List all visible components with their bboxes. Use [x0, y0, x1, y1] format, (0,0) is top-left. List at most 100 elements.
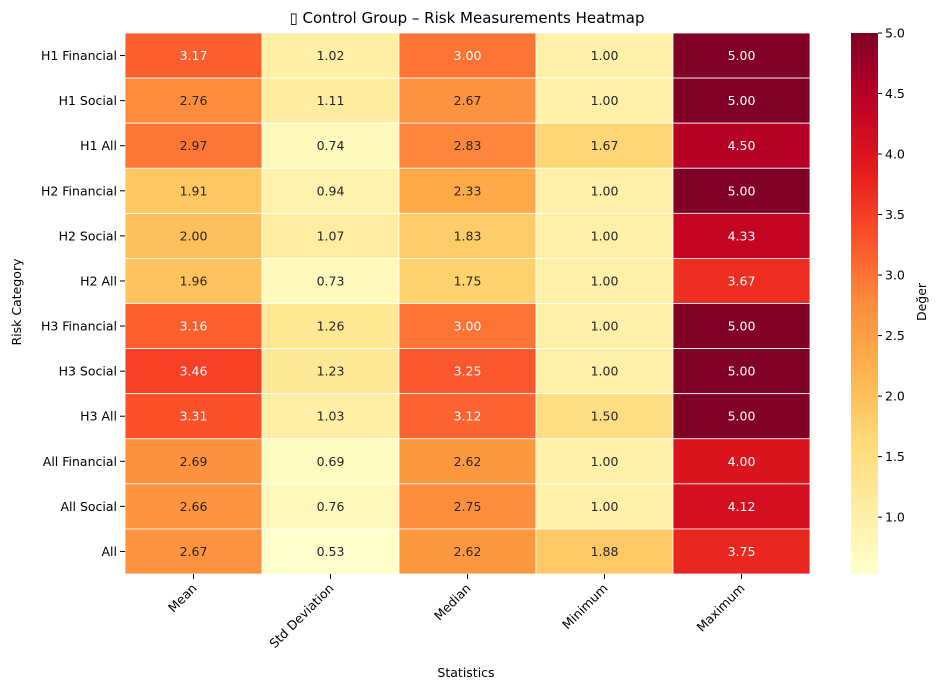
cell-value-label: 5.00 [728, 364, 756, 379]
colorbar-gradient [851, 33, 878, 574]
cell-value-label: 3.00 [454, 319, 482, 334]
heatmap-cell [672, 483, 811, 530]
heatmap-cell [672, 438, 811, 485]
cell-value-label: 0.73 [317, 273, 345, 288]
colorbar-tick-label: 3.5 [885, 207, 905, 222]
heatmap-cell [398, 77, 537, 124]
cell-value-label: 3.75 [728, 544, 756, 559]
heatmap-cell [672, 393, 811, 440]
heatmap-cell [124, 212, 263, 259]
cell-value-label: 1.23 [317, 364, 345, 379]
cell-value-label: 5.00 [728, 48, 756, 63]
y-tick-label: All Social [60, 499, 117, 514]
heatmap-cell [535, 348, 674, 395]
cell-value-label: 1.91 [180, 183, 208, 198]
y-axis-label: Risk Category [9, 258, 24, 346]
heatmap-cell [672, 303, 811, 349]
cell-value-label: 1.00 [591, 319, 619, 334]
cell-value-label: 1.00 [591, 93, 619, 108]
heatmap-cell [124, 483, 263, 530]
heatmap-cell [261, 167, 400, 214]
cell-value-label: 5.00 [728, 93, 756, 108]
x-axis-ticks: Mean Std Deviation Median Minimum Maximum [165, 574, 748, 651]
cell-value-label: 1.96 [180, 273, 208, 288]
cell-value-label: 1.00 [591, 48, 619, 63]
heatmap-cell [398, 212, 537, 259]
cell-value-label: 2.00 [180, 228, 208, 243]
x-tick-label: Mean [165, 581, 200, 616]
cell-value-label: 3.67 [728, 273, 756, 288]
cell-value-label: 5.00 [728, 183, 756, 198]
heatmap-cell [535, 438, 674, 485]
heatmap-cell [535, 32, 674, 79]
cell-value-label: 1.11 [317, 93, 345, 108]
y-tick-label: H2 Social [59, 228, 117, 243]
heatmap-cell [672, 258, 811, 304]
cell-value-label: 5.00 [728, 319, 756, 334]
cell-value-label: 3.25 [454, 364, 482, 379]
heatmap-cell [398, 32, 537, 79]
cell-value-label: 0.76 [317, 499, 345, 514]
cell-value-label: 3.17 [180, 48, 208, 63]
cell-value-label: 2.62 [454, 454, 482, 469]
cell-value-label: 4.12 [728, 499, 756, 514]
cell-value-label: 1.26 [317, 319, 345, 334]
cell-value-label: 1.00 [591, 228, 619, 243]
heatmap-cell [124, 438, 263, 485]
colorbar-tick-label: 3.0 [885, 268, 905, 283]
x-axis-label: Statistics [437, 665, 494, 680]
cell-value-label: 2.67 [454, 93, 482, 108]
y-tick-label: H1 Financial [41, 48, 117, 63]
heatmap-cell [672, 122, 811, 169]
heatmap-cell [261, 348, 400, 395]
cell-value-label: 1.00 [591, 183, 619, 198]
colorbar-tick-label: 4.0 [885, 147, 905, 162]
heatmap-cell [124, 303, 263, 349]
heatmap-cell [672, 32, 811, 79]
cell-value-label: 0.53 [317, 544, 345, 559]
heatmap-cell [398, 348, 537, 395]
cell-value-label: 1.03 [317, 409, 345, 424]
cell-value-label: 1.07 [317, 228, 345, 243]
cell-value-label: 1.00 [591, 273, 619, 288]
heatmap-cell [672, 212, 811, 259]
colorbar-tick-label: 2.5 [885, 328, 905, 343]
cell-value-label: 1.00 [591, 454, 619, 469]
cell-value-label: 1.75 [454, 273, 482, 288]
heatmap-cell [261, 528, 400, 575]
heatmap-cell [398, 438, 537, 485]
cell-value-label: 3.46 [180, 364, 208, 379]
cell-value-label: 1.88 [591, 544, 619, 559]
y-axis-ticks: H1 Financial H1 Social H1 All H2 Financial H… [41, 48, 125, 559]
heatmap-cell [398, 393, 537, 440]
x-tick-label: Std Deviation [266, 581, 336, 651]
cell-value-label: 1.00 [591, 499, 619, 514]
y-tick-label: H2 All [80, 273, 117, 288]
heatmap-cell [124, 77, 263, 124]
heatmap-cell [535, 528, 674, 575]
cell-value-label: 2.97 [180, 138, 208, 153]
heatmap-cell [398, 122, 537, 169]
y-tick-label: H3 All [80, 409, 117, 424]
heatmap-cell [672, 167, 811, 214]
cell-value-label: 1.02 [317, 48, 345, 63]
cell-value-label: 2.75 [454, 499, 482, 514]
x-tick-label: Maximum [693, 581, 747, 635]
cell-value-label: 0.69 [317, 454, 345, 469]
cell-value-label: 2.62 [454, 544, 482, 559]
cell-value-label: 5.00 [728, 409, 756, 424]
colorbar-tick-label: 5.0 [885, 26, 905, 41]
heatmap-cell [261, 212, 400, 259]
heatmap-cells: 3.17 1.02 3.00 1.00 5.00 2.76 1.11 2.67 1.00 5.00… [124, 32, 811, 575]
y-tick-label: H2 Financial [41, 183, 117, 198]
cell-value-label: 3.16 [180, 319, 208, 334]
y-tick-label: All Financial [43, 454, 117, 469]
y-tick-label: H1 Social [59, 93, 117, 108]
y-tick-label: H3 Social [59, 364, 117, 379]
heatmap-cell [535, 167, 674, 214]
heatmap-cell [672, 77, 811, 124]
cell-value-label: 2.66 [180, 499, 208, 514]
cell-value-label: 3.12 [454, 409, 482, 424]
chart-title: ▯ Control Group – Risk Measurements Heat… [289, 9, 644, 27]
